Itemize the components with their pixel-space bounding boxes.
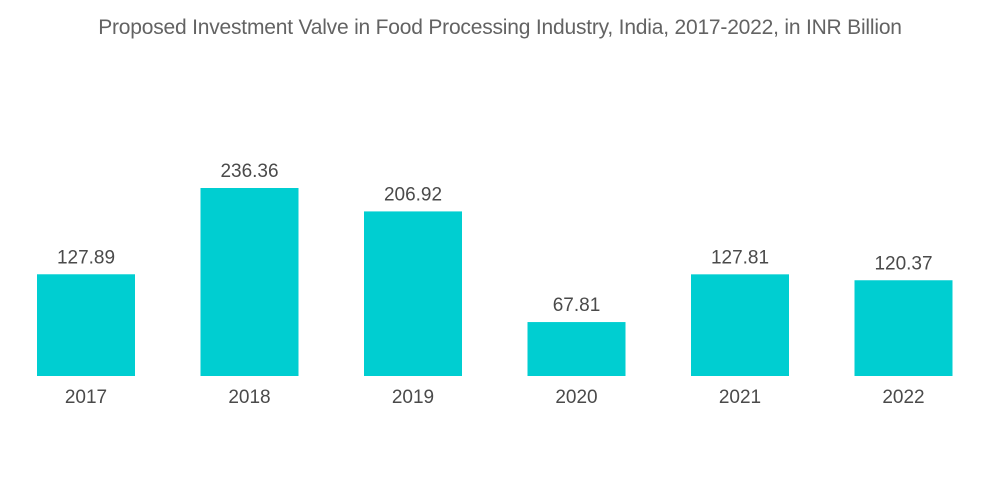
data-label-2017: 127.89 bbox=[57, 247, 115, 268]
x-tick-label-2018: 2018 bbox=[228, 387, 270, 408]
chart-title: Proposed Investment Valve in Food Proces… bbox=[98, 16, 902, 39]
x-tick-label-2021: 2021 bbox=[719, 387, 761, 408]
x-tick-label-2020: 2020 bbox=[555, 387, 597, 408]
bar-2020 bbox=[527, 322, 626, 376]
data-label-2019: 206.92 bbox=[384, 184, 442, 205]
x-tick-label-2017: 2017 bbox=[65, 387, 107, 408]
bar-2018 bbox=[200, 188, 299, 376]
data-label-2018: 236.36 bbox=[220, 161, 278, 182]
data-label-2020: 67.81 bbox=[553, 295, 601, 316]
x-tick-label-2022: 2022 bbox=[882, 387, 924, 408]
x-tick-label-2019: 2019 bbox=[392, 387, 434, 408]
bar-2019 bbox=[364, 211, 462, 376]
bars-group bbox=[37, 188, 953, 376]
bar-2021 bbox=[691, 274, 789, 376]
data-label-2022: 120.37 bbox=[874, 253, 932, 274]
bar-2017 bbox=[37, 274, 135, 376]
value-labels-group: 127.89 236.36 206.92 67.81 127.81 120.37 bbox=[57, 161, 933, 316]
bar-2022 bbox=[854, 280, 953, 376]
category-labels-group: 2017 2018 2019 2020 2021 2022 bbox=[65, 387, 925, 408]
data-label-2021: 127.81 bbox=[711, 247, 769, 268]
